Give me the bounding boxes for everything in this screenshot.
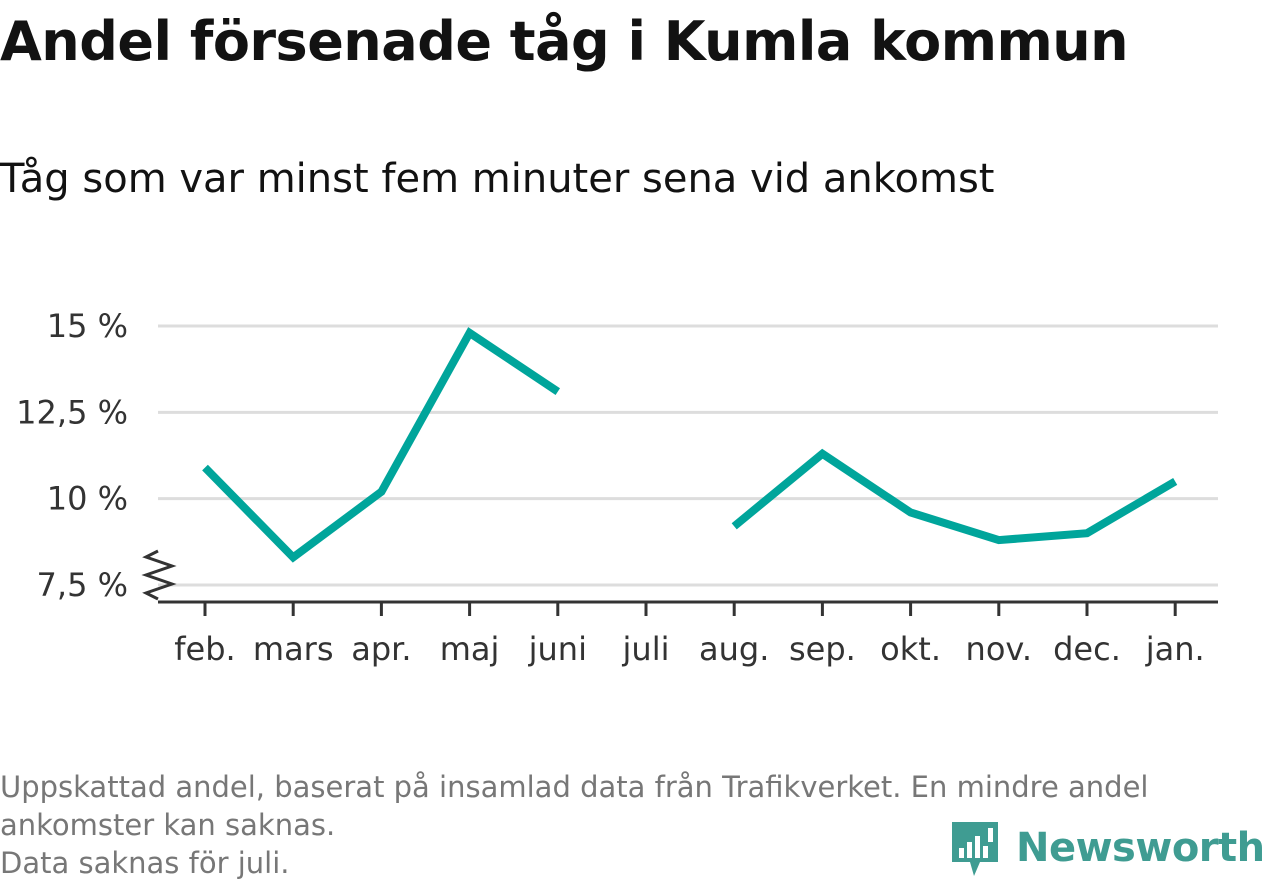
- x-tick-label: feb.: [174, 630, 235, 668]
- y-axis-break-marker: [141, 549, 177, 601]
- logo-wordmark: Newsworthy: [1016, 825, 1262, 871]
- series-line-segment: [202, 327, 561, 563]
- grid-lines: [158, 324, 1218, 587]
- x-tick-label: apr.: [351, 630, 411, 668]
- series-line-segment: [731, 448, 1178, 545]
- y-tick-label: 12,5 %: [16, 393, 128, 431]
- x-axis-tick-labels: feb. mars apr. maj juni juli aug. sep. okt. nov. d…: [174, 602, 1205, 668]
- data-series: [202, 327, 1178, 563]
- footnote: Uppskattad andel, baserat på insamlad da…: [0, 768, 1250, 882]
- footnote-line-2: ankomster kan saknas.: [0, 808, 336, 842]
- footnote-line-1: Uppskattad andel, baserat på insamlad da…: [0, 770, 1149, 804]
- chart-subtitle: Tåg som var minst fem minuter sena vid a…: [0, 156, 995, 202]
- x-tick-label: nov.: [966, 630, 1032, 668]
- newsworthy-logo: Newsworthy: [950, 818, 1262, 878]
- x-tick-label: jan.: [1145, 630, 1205, 668]
- x-tick-label: mars: [253, 630, 334, 668]
- x-tick-label: juli: [622, 630, 670, 668]
- y-tick-label: 10 %: [47, 480, 128, 518]
- x-tick-label: okt.: [880, 630, 941, 668]
- axis-break-zigzag: [141, 549, 177, 601]
- y-tick-label: 7,5 %: [37, 566, 128, 604]
- x-tick-label: maj: [440, 630, 500, 668]
- x-tick-label: sep.: [789, 630, 856, 668]
- line-chart: 7,5 %10 %12,5 %15 % feb. mars apr. maj juni j…: [16, 307, 1218, 668]
- chart-title: Andel försenade tåg i Kumla kommun: [0, 10, 1129, 73]
- x-tick-label: dec.: [1053, 630, 1121, 668]
- y-axis-tick-labels: 7,5 % 10 % 12,5 % 15 %: [16, 307, 128, 604]
- x-tick-label: juni: [528, 630, 587, 668]
- x-tick-label: aug.: [699, 630, 769, 668]
- footnote-line-3: Data saknas för juli.: [0, 846, 290, 880]
- y-tick-label: 15 %: [47, 307, 128, 345]
- bar-chart-speech-bubble-icon: [952, 822, 998, 876]
